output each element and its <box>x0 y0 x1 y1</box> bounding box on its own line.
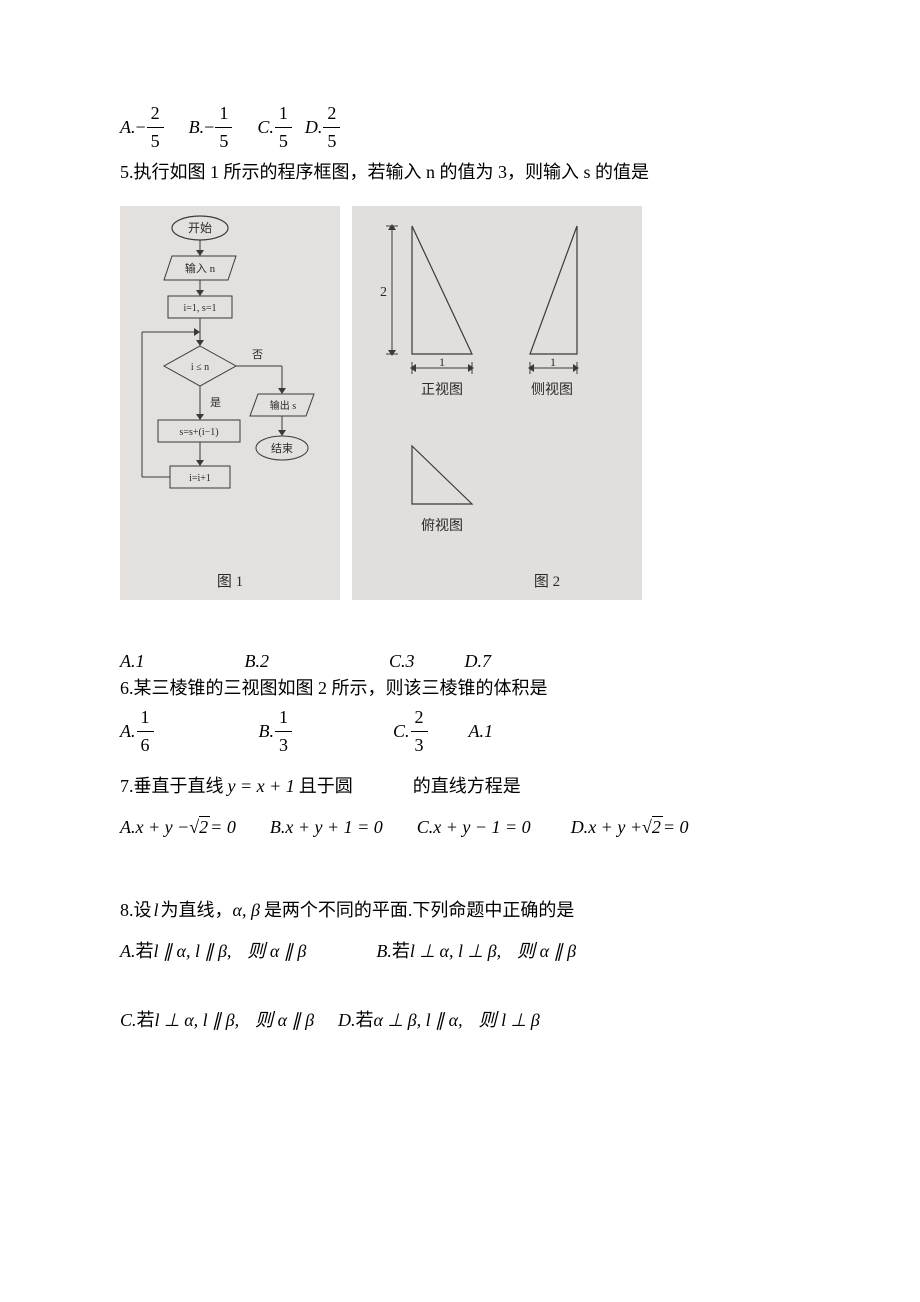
q4-optD-frac: 2 5 <box>323 100 340 155</box>
q5-optB: B.2 <box>245 648 270 675</box>
q6-optB-label: B. <box>259 718 275 745</box>
svg-text:i=1, s=1: i=1, s=1 <box>184 303 217 314</box>
q4-optA-label: A. <box>120 114 136 141</box>
q4-optB-sign: − <box>204 114 214 141</box>
figure2-threeviews: 2 1 正视图 1 侧视图 俯视图 图 2 <box>352 206 642 600</box>
q4-optD-label: D. <box>305 114 323 141</box>
q5-optD: D.7 <box>465 648 492 675</box>
svg-text:图 1: 图 1 <box>217 573 243 590</box>
svg-text:1: 1 <box>439 355 445 369</box>
svg-text:开始: 开始 <box>188 221 212 235</box>
svg-text:否: 否 <box>252 349 263 361</box>
q5-text: 5.执行如图 1 所示的程序框图，若输入 n 的值为 3，则输入 s 的值是 <box>120 159 800 186</box>
svg-text:i ≤ n: i ≤ n <box>191 362 209 373</box>
q8-text: 8.设 l 为直线， α, β 是两个不同的平面.下列命题中正确的是 <box>120 897 800 924</box>
q6-optA-label: A. <box>120 718 136 745</box>
svg-text:2: 2 <box>380 285 387 300</box>
svg-text:结束: 结束 <box>271 442 293 455</box>
q5-optC: C.3 <box>389 648 415 675</box>
q6-options: A. 1 6 B. 1 3 C. 2 3 A.1 <box>120 704 800 759</box>
svg-text:1: 1 <box>550 355 556 369</box>
q7-options: A. x + y − √2 = 0 B. x + y + 1 = 0 C. x … <box>120 814 800 841</box>
q8-options-row1: A. 若 l ∥ α, l ∥ β, 则 α ∥ β B. 若 l ⊥ α, l… <box>120 938 800 965</box>
q6-optA-frac: 1 6 <box>137 704 154 759</box>
q8-options-row2: C. 若 l ⊥ α, l ∥ β, 则 α ∥ β D. 若 α ⊥ β, l… <box>120 1007 800 1034</box>
q6-optC-label: C. <box>393 718 410 745</box>
svg-text:输出 s: 输出 s <box>270 399 296 412</box>
q4-optC-label: C. <box>257 114 274 141</box>
q6-optC-frac: 2 3 <box>411 704 428 759</box>
q6-optB-frac: 1 3 <box>275 704 292 759</box>
svg-text:图 2: 图 2 <box>534 573 560 590</box>
svg-text:s=s+(i−1): s=s+(i−1) <box>179 427 218 438</box>
q4-optB-frac: 1 5 <box>215 100 232 155</box>
figures-row: 开始 输入 n i=1, s=1 i ≤ n 否 输出 s 结束 是 s=s+(… <box>120 206 800 600</box>
svg-text:是: 是 <box>210 396 221 409</box>
q4-optC-frac: 1 5 <box>275 100 292 155</box>
figure1-flowchart: 开始 输入 n i=1, s=1 i ≤ n 否 输出 s 结束 是 s=s+(… <box>120 206 340 600</box>
svg-text:输入 n: 输入 n <box>185 261 216 275</box>
svg-text:i=i+1: i=i+1 <box>189 473 211 484</box>
q5-optA: A.1 <box>120 648 145 675</box>
q6-text: 6.某三棱锥的三视图如图 2 所示，则该三棱锥的体积是 <box>120 675 800 702</box>
q6-optD: A.1 <box>469 718 494 745</box>
q4-optA-sign: − <box>136 114 146 141</box>
svg-text:俯视图: 俯视图 <box>421 518 463 534</box>
q7-text: 7.垂直于直线 y = x + 1 且于圆 的直线方程是 <box>120 773 800 800</box>
svg-text:正视图: 正视图 <box>421 382 463 398</box>
q5-options: A.1 B.2 C.3 D.7 <box>120 648 800 675</box>
q4-optA-frac: 2 5 <box>147 100 164 155</box>
q4-optB-label: B. <box>189 114 205 141</box>
q4-options: A. − 2 5 B. − 1 5 C. 1 5 D. 2 5 <box>120 100 800 155</box>
svg-text:侧视图: 侧视图 <box>531 382 573 398</box>
